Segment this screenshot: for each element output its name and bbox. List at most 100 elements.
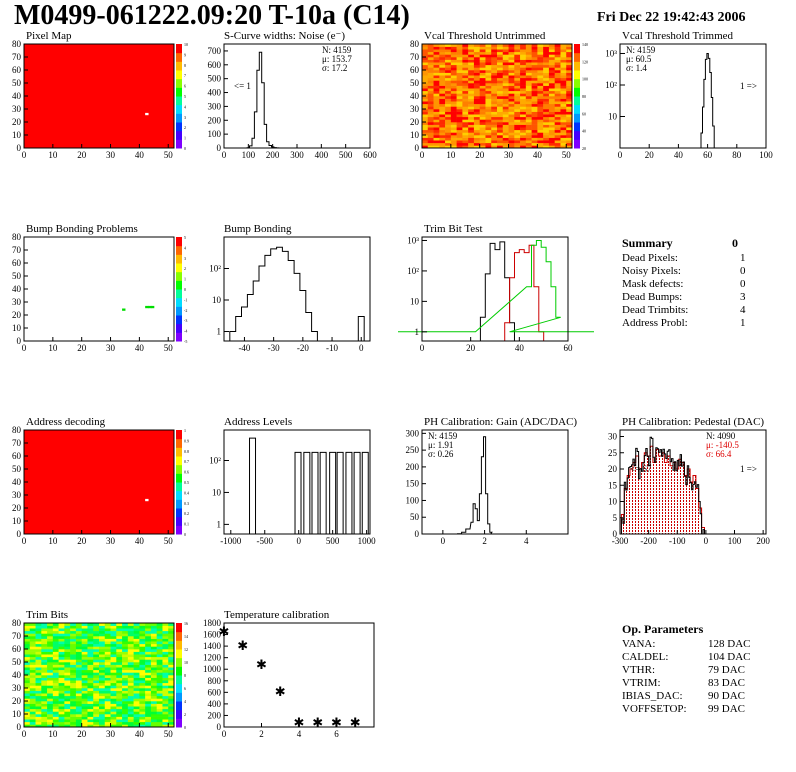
heatmap-cell — [433, 80, 440, 84]
heatmap-cell — [24, 630, 31, 634]
heatmap-cell — [93, 641, 100, 645]
heatmap-cell — [47, 628, 54, 632]
colorbar-segment — [176, 289, 182, 299]
heatmap-cell — [473, 111, 480, 115]
heatmap-cell — [491, 145, 498, 149]
heatmap-cell — [99, 706, 106, 710]
heatmap-cell — [445, 122, 452, 125]
heatmap-cell — [162, 667, 169, 671]
heatmap-cell — [456, 137, 463, 141]
heatmap-cell — [93, 703, 100, 707]
heatmap-cell — [514, 59, 521, 63]
heatmap-cell — [122, 690, 129, 694]
heatmap-cell — [537, 44, 544, 47]
heatmap-cell — [491, 83, 498, 86]
heatmap-cell — [110, 651, 117, 655]
heatmap-cell — [127, 682, 134, 686]
heatmap-cell — [554, 106, 561, 110]
heatmap-cell — [485, 49, 492, 53]
heatmap-cell — [41, 685, 48, 689]
heatmap-cell — [139, 711, 146, 715]
heatmap-cell — [566, 106, 573, 110]
heatmap-cell — [156, 630, 163, 634]
heatmap-cell — [468, 96, 475, 99]
heatmap-cell — [41, 724, 48, 728]
y-tick-label: 40 — [12, 91, 22, 101]
heatmap-cell — [554, 135, 561, 138]
heatmap-cell — [537, 106, 544, 110]
heatmap-cell — [52, 628, 59, 632]
heatmap-cell — [104, 662, 111, 665]
heatmap-cell — [168, 698, 175, 702]
heatmap-cell — [127, 625, 134, 629]
heatmap-cell — [81, 649, 88, 652]
colorbar-label: -1 — [184, 297, 187, 302]
heatmap-cell — [93, 724, 100, 728]
heatmap-cell — [520, 142, 527, 146]
heatmap-cell — [508, 51, 515, 55]
heatmap-cell — [497, 111, 504, 115]
heatmap-cell — [70, 656, 77, 660]
colorbar-segment — [176, 297, 182, 307]
colorbar-label: 140 — [582, 42, 588, 47]
colorbar-segment — [574, 122, 580, 132]
heatmap-cell — [81, 708, 88, 712]
heatmap-cell — [427, 127, 434, 131]
heatmap-cell — [99, 636, 106, 639]
heatmap-cell — [29, 706, 36, 710]
x-tick-label: 80 — [732, 150, 742, 160]
heatmap-cell — [497, 96, 504, 99]
heatmap-cell — [450, 142, 457, 146]
heatmap-cell — [473, 109, 480, 112]
heatmap-cell — [156, 643, 163, 647]
heatmap-cell — [450, 57, 457, 60]
heatmap-cell — [514, 54, 521, 58]
heatmap-cell — [122, 625, 129, 629]
panel-title: Bump Bonding Problems — [26, 223, 138, 235]
heatmap-cell — [537, 103, 544, 107]
heatmap-cell — [150, 724, 157, 728]
heatmap-cell — [70, 675, 77, 678]
heatmap-cell — [456, 72, 463, 76]
heatmap-cell — [502, 142, 509, 146]
heatmap-cell — [70, 695, 77, 699]
heatmap-cell — [450, 145, 457, 149]
heatmap-cell — [58, 649, 65, 652]
heatmap-cell — [554, 127, 561, 131]
heatmap-cell — [456, 116, 463, 120]
heatmap-cell — [491, 70, 498, 73]
heatmap-cell — [52, 688, 59, 691]
ph-gain-histogram — [456, 436, 495, 535]
heatmap-cell — [502, 88, 509, 92]
heatmap-cell — [485, 62, 492, 66]
heatmap-cell — [70, 625, 77, 629]
heatmap-cell — [35, 672, 42, 676]
heatmap-cell — [422, 57, 429, 60]
heatmap-cell — [450, 122, 457, 125]
heatmap-cell — [162, 643, 169, 647]
underflow-label: <= 67 — [630, 464, 652, 474]
heatmap-cell — [168, 682, 175, 686]
heatmap-cell — [502, 109, 509, 112]
heatmap-cell — [566, 98, 573, 102]
heatmap-cell — [566, 64, 573, 68]
x-tick-label: -10 — [326, 343, 338, 353]
heatmap-cell — [439, 135, 446, 138]
heatmap-cell — [537, 88, 544, 92]
heatmap-cell — [520, 59, 527, 63]
panel-ph-pedestal: PH Calibration: Pedestal (DAC) -300 -200-… — [596, 416, 792, 546]
heatmap-cell — [87, 711, 94, 715]
heatmap-cell — [537, 67, 544, 71]
y-tick-label: 0 — [17, 143, 22, 153]
trim-series-red — [504, 244, 545, 342]
heatmap-cell — [433, 46, 440, 50]
heatmap-cell — [35, 649, 42, 652]
heatmap-cell — [64, 716, 71, 720]
stat-n: N: 4090 — [706, 431, 736, 441]
y-tick-label: 80 — [410, 39, 420, 49]
heatmap-cell — [75, 714, 82, 717]
heatmap-cell — [491, 96, 498, 99]
heatmap-cell — [168, 651, 175, 655]
heatmap-cell — [531, 106, 538, 110]
heatmap-cell — [560, 90, 567, 94]
